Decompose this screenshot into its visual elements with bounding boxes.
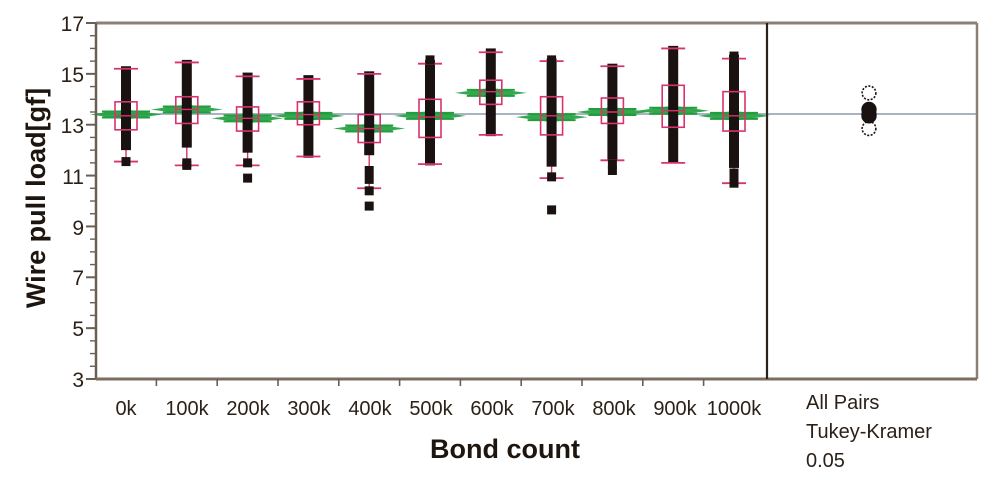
data-points-bar [181,59,192,148]
outlier-point [364,165,374,175]
quartile-box [600,97,625,125]
box-group-700k [515,55,588,215]
y-tick-3: 3 [72,369,84,392]
data-points-bar [668,45,679,163]
quartile-box [296,101,321,126]
y-tick-13: 13 [61,115,84,138]
comparison-label-line2: Tukey-Kramer [806,421,932,443]
y-tick-11: 11 [62,166,84,189]
outlier-point [729,178,739,188]
x-tick-700k: 700k [531,398,575,420]
outlier-point [243,158,253,168]
x-axis-title: Bond count [430,434,580,464]
comparison-label-line3: 0.05 [806,450,845,472]
x-tick-0k: 0k [115,398,137,420]
y-axis-title: Wire pull load[gf] [21,88,51,308]
x-tick-100k: 100k [165,398,209,420]
y-axis-ticks [86,22,96,380]
box-group-0k [90,66,162,167]
box-group-400k [333,71,406,211]
outlier-point [364,174,374,184]
comparison-circle-filled [861,108,877,124]
x-tick-900k: 900k [653,398,697,420]
outlier-point [121,157,131,167]
quartile-box [722,90,746,132]
x-tick-800k: 800k [592,398,636,420]
outlier-point [243,173,253,183]
comparison-circle [861,85,877,101]
x-tick-600k: 600k [470,398,514,420]
y-tick-7: 7 [72,267,84,290]
plot-area [96,23,977,379]
comparison-circle [861,120,877,137]
box-group-300k [272,75,345,158]
quartile-box [418,98,442,139]
comparison-circles [861,85,877,137]
data-points-bar [364,71,375,156]
box-group-100k [150,59,223,170]
box-group-200k [211,72,284,183]
x-axis-ticks [155,379,705,386]
outlier-point [547,205,557,215]
x-tick-300k: 300k [287,398,331,420]
data-points-bar [121,66,131,151]
x-tick-400k: 400k [348,398,392,420]
data-points-bar [242,72,253,153]
outlier-point [547,172,557,182]
outlier-point [729,51,739,61]
outlier-point [607,165,617,175]
outlier-point [547,55,557,65]
outlier-point [547,63,557,72]
outlier-point [729,57,739,67]
y-tick-15: 15 [61,64,84,87]
box-group-900k [637,45,710,164]
box-group-600k [454,48,527,137]
outlier-point [607,159,617,169]
quartile-box [661,84,686,129]
outlier-point [729,168,739,178]
comparison-label-line1: All Pairs [806,392,879,414]
box-group-500k [394,55,466,166]
box-group-1000k [698,51,770,188]
y-tick-17: 17 [61,13,84,36]
x-tick-1000k: 1000k [707,398,762,420]
box-group-800k [576,63,649,175]
box-groups [90,45,770,215]
x-tick-200k: 200k [226,398,270,420]
outlier-point [364,186,374,196]
data-points-bar [729,54,739,168]
y-tick-5: 5 [72,318,84,341]
outlier-point [364,201,374,211]
data-points-bar [546,58,557,167]
outlier-point [182,160,192,170]
y-tick-9: 9 [72,217,84,240]
data-points-bar [303,75,314,158]
data-points-bar [425,59,435,166]
outlier-point [425,55,435,65]
x-tick-500k: 500k [409,398,453,420]
